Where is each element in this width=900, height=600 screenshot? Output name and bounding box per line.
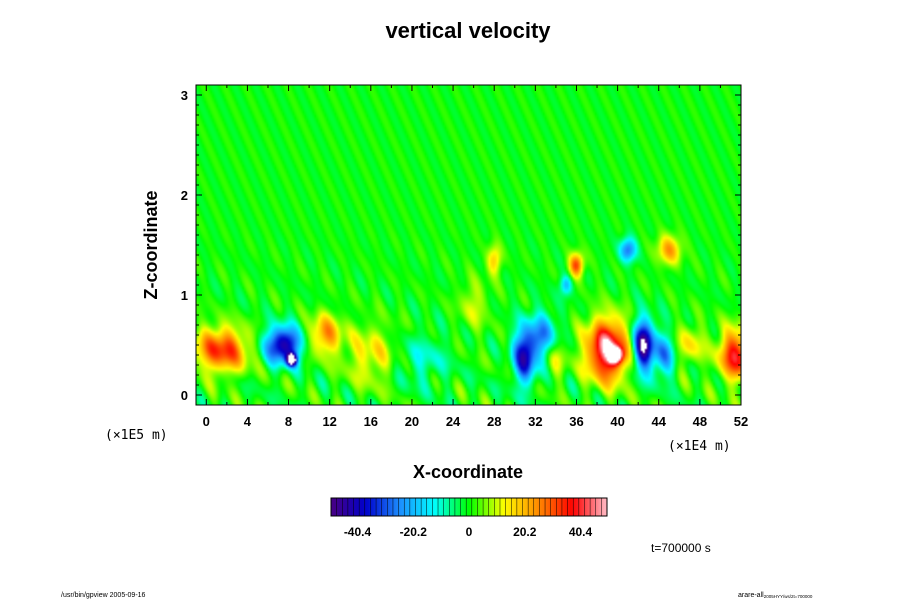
x-tick-label: 0 [203, 414, 210, 429]
colorbar-tick-label: 20.2 [513, 525, 537, 539]
colorbar: -40.4 -20.2 0 20.2 40.4 [330, 497, 608, 539]
x-tick-label: 24 [446, 414, 461, 429]
x-tick-label: 40 [610, 414, 624, 429]
x-axis-ticks: 0 4 8 12 16 20 24 28 32 36 40 44 48 52 [203, 85, 748, 429]
footer-left: /usr/bin/gpview 2005-09-16 [61, 592, 146, 599]
x-tick-label: 20 [405, 414, 419, 429]
footer-right-sub: 2005HYY/ws/2t=700000 [764, 594, 813, 599]
x-tick-label: 28 [487, 414, 501, 429]
colorbar-tick-label: 40.4 [569, 525, 593, 539]
colorbar-tick-label: -40.4 [344, 525, 372, 539]
x-tick-label: 36 [569, 414, 583, 429]
x-tick-label: 44 [652, 414, 667, 429]
x-tick-label: 48 [693, 414, 707, 429]
colorbar-frame [330, 497, 608, 517]
y-axis-ticks: 0 1 2 3 [181, 88, 741, 403]
x-tick-label: 32 [528, 414, 542, 429]
heatmap-image [196, 85, 741, 405]
footer-right-main: arare-all [738, 592, 764, 599]
y-scale-label: (×1E5 m) [105, 428, 168, 443]
footer-right: arare-all2005HYY/ws/2t=700000 [738, 592, 813, 599]
y-axis-label: Z-coordinate [141, 190, 161, 299]
y-tick-label: 0 [181, 388, 188, 403]
chart-title: vertical velocity [385, 18, 551, 43]
y-tick-label: 3 [181, 88, 188, 103]
x-tick-label: 8 [285, 414, 292, 429]
x-tick-label: 12 [322, 414, 336, 429]
colorbar-ticks: -40.4 -20.2 0 20.2 40.4 [336, 498, 602, 539]
y-tick-label: 2 [181, 188, 188, 203]
x-scale-label: (×1E4 m) [668, 439, 731, 454]
x-axis-label: X-coordinate [413, 462, 523, 482]
time-label: t=700000 s [651, 541, 711, 555]
colorbar-tick-label: 0 [466, 525, 473, 539]
x-tick-label: 16 [364, 414, 378, 429]
x-tick-label: 52 [734, 414, 748, 429]
y-tick-label: 1 [181, 288, 188, 303]
colorbar-tick-label: -20.2 [400, 525, 428, 539]
x-tick-label: 4 [244, 414, 252, 429]
colorbar-gradient [331, 498, 607, 516]
